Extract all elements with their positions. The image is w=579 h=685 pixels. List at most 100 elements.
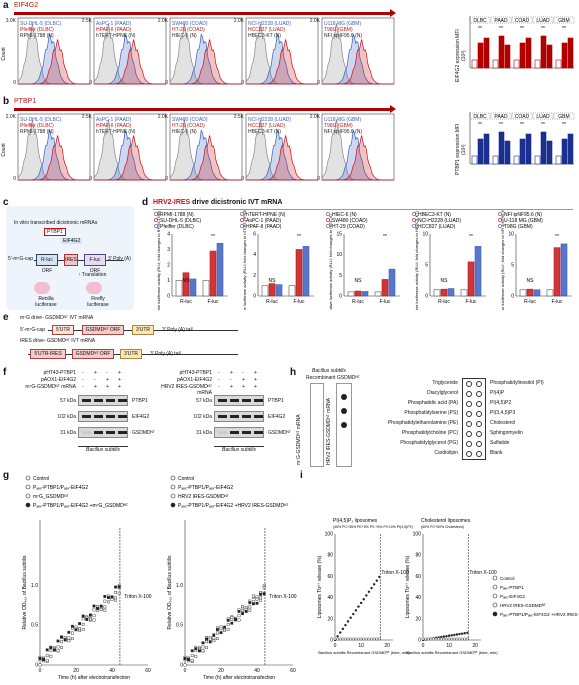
histogram-y0: 0 — [13, 80, 16, 86]
g-point — [71, 637, 74, 641]
i-legend-marker — [492, 611, 498, 617]
firefly-icon — [86, 282, 102, 294]
f-mark: + — [242, 377, 245, 383]
histogram-legend-1: SU-DHL-5 (DLBC) — [20, 21, 61, 27]
mrna-line — [34, 260, 124, 261]
lipid-left: Cardiolipin — [434, 450, 458, 456]
d-xtick: R-luc — [524, 299, 536, 305]
group-box — [553, 112, 575, 120]
g-legend-text: Control — [33, 476, 49, 482]
f-band — [230, 415, 239, 418]
d-sig: ** — [555, 234, 559, 240]
d-bar — [202, 280, 210, 297]
summary-bar — [477, 138, 484, 165]
g-point — [56, 649, 60, 653]
i-subtitle: (50% PC+50% Cholesterol) — [421, 525, 464, 529]
f-protein: PTBP1 — [132, 398, 148, 404]
g-point — [194, 647, 198, 651]
d-ytick: 10 — [336, 252, 342, 258]
summary-bar — [519, 42, 526, 69]
group-label: GBM — [558, 18, 569, 24]
histogram-ymax: 2.0K — [158, 114, 169, 120]
g-point — [110, 595, 114, 599]
lipid-spot — [466, 421, 472, 427]
i-triton: Triton X-100 — [469, 570, 497, 576]
d-legend-marker — [240, 224, 244, 228]
h-dot-2 — [341, 408, 347, 414]
sig-mark: ** — [541, 122, 545, 128]
g-chart-2: Control Pₐₑₓ-PTBP1/Pₐₑₓ-EIF4G2 HRV2 IRES-G… — [167, 475, 297, 680]
g-legend-text: Pₐₑₓ-PTBP1/Pₐₑₓ-EIF4G2 +m⁷G_GSDMDᴺᵀ — [33, 503, 129, 509]
g-point — [96, 607, 100, 610]
f-band — [118, 399, 127, 402]
group-label: DLBC — [473, 114, 487, 120]
f-band — [218, 415, 227, 418]
g-point — [226, 622, 230, 626]
lipid-right: PI(4,5)P2 — [490, 400, 512, 406]
f-band — [106, 431, 115, 434]
i-point — [364, 637, 368, 641]
g-ytick: 0 — [180, 663, 183, 669]
histogram-legend-3: RPMI-1788 (N) — [20, 33, 54, 39]
histogram-y0: 0 — [241, 176, 244, 182]
lipid-spot — [476, 381, 482, 387]
group-box — [511, 16, 533, 24]
d-ylabel: Relative luciferase activity (RLU; fold … — [156, 210, 161, 310]
group-label: PAAD — [494, 114, 508, 120]
i-point — [351, 637, 355, 641]
d-bar — [519, 289, 527, 297]
d-xtick: R-luc — [438, 299, 450, 305]
i-ytick: 40 — [415, 595, 421, 601]
d-legend-text: hTERT-HPNE (N) — [246, 212, 286, 218]
d-ytick: 10 — [508, 232, 514, 238]
g-point — [81, 622, 85, 626]
lipid-spot — [466, 391, 472, 397]
renilla-icon — [34, 282, 50, 294]
i-point — [341, 627, 345, 631]
d-legend-text: HBEC3-KT (N) — [418, 212, 451, 218]
histogram-y0: 0 — [89, 80, 92, 86]
d-legend-text: T98G (GBM) — [504, 224, 533, 230]
g-point — [106, 600, 110, 604]
f-protein: EIF4G2 — [268, 414, 286, 420]
panel-b-arrow — [14, 105, 396, 113]
histogram-legend-1: NCI-H2228 (LUAD) — [248, 117, 291, 123]
histogram-legend-2: T98G (GBM) — [324, 27, 353, 33]
i-legend-text: Pₐₑₓ-PTBP1/Pₐₑₓ-EIF4G2 +HRV2 IRES-GSDMDᴺ… — [500, 612, 579, 617]
f-kda: 102 kDa — [57, 414, 76, 420]
histogram-legend-3: HBEC3-KT (N) — [248, 33, 281, 39]
i-point — [336, 635, 339, 638]
f-band — [94, 431, 103, 434]
d-ytick: 1 — [167, 278, 170, 284]
g-point — [226, 628, 230, 631]
f-mark: - — [82, 384, 84, 390]
g-legend-text: Pₐₑₓ-PTBP1/Pₐₑₓ-EIF4G2 — [33, 485, 88, 491]
h-strip2-label: HRV2 IRES-GSDMDᴺᵀ mRNA — [326, 397, 332, 465]
f-protein: GSDMDᴺᵀ — [132, 430, 155, 436]
d-legend-text: HIEC-6 (N) — [332, 212, 357, 218]
i-xtick: 0 — [334, 643, 337, 649]
d-bar — [268, 283, 276, 297]
i-point — [359, 601, 363, 605]
d-ylabel: Relative luciferase activity (RLU; fold … — [328, 214, 333, 310]
g-point — [262, 584, 266, 588]
g-point — [237, 614, 241, 618]
panel-d-rule — [153, 209, 573, 210]
f-band — [218, 399, 227, 402]
lipid-spot — [476, 401, 482, 407]
g-point — [45, 658, 49, 662]
group-box — [490, 16, 512, 24]
lipid-spot — [466, 381, 472, 387]
g-point — [205, 640, 209, 644]
panel-h-label: h — [290, 367, 297, 378]
i-point — [432, 637, 435, 641]
histogram-y0: 0 — [89, 176, 92, 182]
rluc-orf: R-luc ORF — [36, 254, 58, 274]
histogram-y0: 0 — [165, 176, 168, 182]
d-legend-text: SW480 (COAD) — [332, 218, 368, 224]
i-point — [349, 616, 352, 619]
g-point — [251, 602, 255, 606]
i-xtick: 0 — [422, 643, 425, 649]
i-chart-2: Cholesterol liposomes(50% PC+50% Cholest… — [405, 518, 498, 655]
i-point — [447, 634, 451, 637]
